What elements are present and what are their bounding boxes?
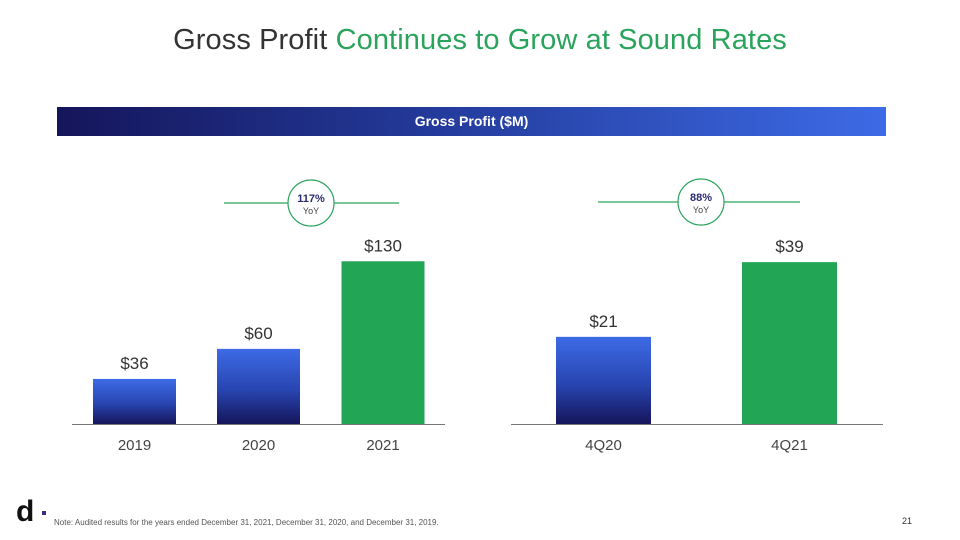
category-label: 4Q21 [771, 437, 808, 454]
slide-title: Gross Profit Continues to Grow at Sound … [0, 24, 960, 57]
logo-icon: d [16, 495, 46, 528]
bar [341, 261, 425, 424]
bar [742, 262, 837, 424]
data-label: $130 [364, 236, 402, 255]
svg-text:d: d [16, 495, 34, 526]
bar [93, 378, 176, 424]
growth-circle [287, 179, 335, 227]
growth-circle [677, 178, 725, 226]
footnote: Note: Audited results for the years ende… [54, 518, 439, 527]
title-main: Gross Profit [173, 24, 328, 56]
growth-sub: YoY [693, 205, 709, 215]
bar [556, 336, 651, 424]
company-logo: d [16, 492, 50, 531]
data-label: $21 [589, 312, 617, 331]
chart-banner: Gross Profit ($M) [57, 107, 886, 136]
growth-value: 117% [297, 193, 325, 205]
page-number: 21 [902, 516, 913, 526]
data-label: $39 [775, 237, 803, 256]
category-label: 2021 [366, 437, 399, 454]
growth-sub: YoY [303, 206, 319, 216]
growth-value: 88% [690, 192, 712, 204]
category-label: 4Q20 [585, 437, 622, 454]
banner-label: Gross Profit ($M) [414, 113, 529, 129]
bar [217, 348, 300, 424]
data-label: $60 [244, 324, 272, 343]
data-label: $36 [120, 354, 148, 373]
category-label: 2019 [118, 437, 151, 454]
category-label: 2020 [242, 437, 275, 454]
title-accent: Continues to Grow at Sound Rates [335, 24, 787, 56]
